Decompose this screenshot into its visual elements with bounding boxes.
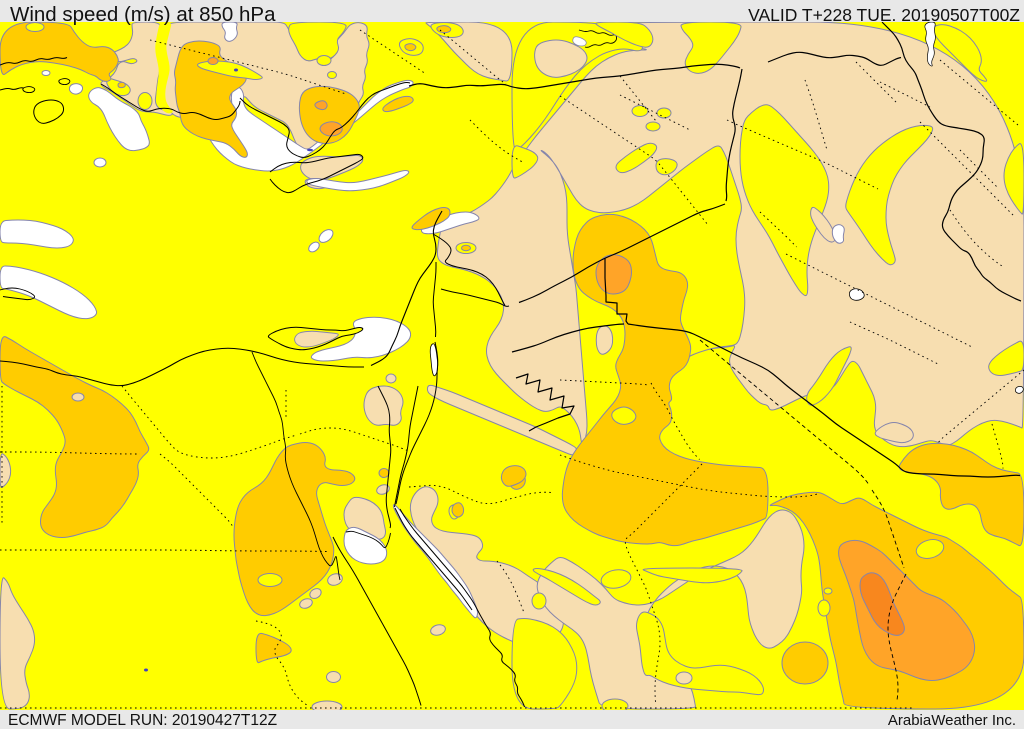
svg-text:VALID T+228 TUE. 20190507T00Z: VALID T+228 TUE. 20190507T00Z [748,5,1020,25]
svg-text:Wind speed (m/s) at 850 hPa: Wind speed (m/s) at 850 hPa [10,3,276,26]
svg-text:ECMWF MODEL RUN: 20190427T12Z: ECMWF MODEL RUN: 20190427T12Z [8,712,277,729]
svg-text:ArabiaWeather Inc.: ArabiaWeather Inc. [888,712,1016,729]
